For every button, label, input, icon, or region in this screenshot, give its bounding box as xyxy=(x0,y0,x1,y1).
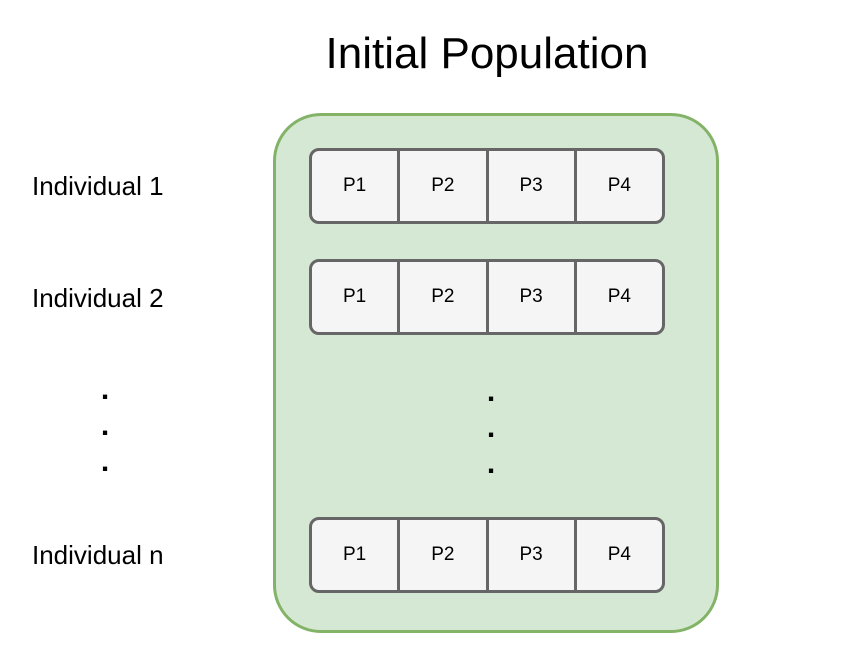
param-cell: P4 xyxy=(573,151,662,221)
param-cell: P3 xyxy=(485,520,574,590)
individual-2-chromosome: P1 P2 P3 P4 xyxy=(309,259,665,335)
param-cell: P2 xyxy=(397,151,485,221)
param-cell: P1 xyxy=(343,544,367,565)
ellipsis-dot-left: . xyxy=(100,373,110,406)
individual-n-label: Individual n xyxy=(32,540,164,570)
ellipsis-dot-center: . xyxy=(486,411,496,444)
individual-1-label: Individual 1 xyxy=(32,171,164,201)
param-cell: P3 xyxy=(485,262,574,332)
individual-2-label: Individual 2 xyxy=(32,283,164,313)
diagram-title: Initial Population xyxy=(325,29,649,78)
param-cell: P4 xyxy=(573,262,662,332)
ellipsis-dot-left: . xyxy=(100,409,110,442)
ellipsis-dot-center: . xyxy=(486,447,496,480)
param-cell: P1 xyxy=(343,286,367,307)
param-cell: P1 xyxy=(343,175,367,196)
param-cell: P4 xyxy=(573,520,662,590)
individual-n-chromosome: P1 P2 P3 P4 xyxy=(309,517,665,593)
ellipsis-dot-center: . xyxy=(486,375,496,408)
individual-1-chromosome: P1 P2 P3 P4 xyxy=(309,148,665,224)
param-cell: P2 xyxy=(397,262,485,332)
param-cell: P2 xyxy=(397,520,485,590)
param-cell: P3 xyxy=(485,151,574,221)
ellipsis-dot-left: . xyxy=(100,445,110,478)
